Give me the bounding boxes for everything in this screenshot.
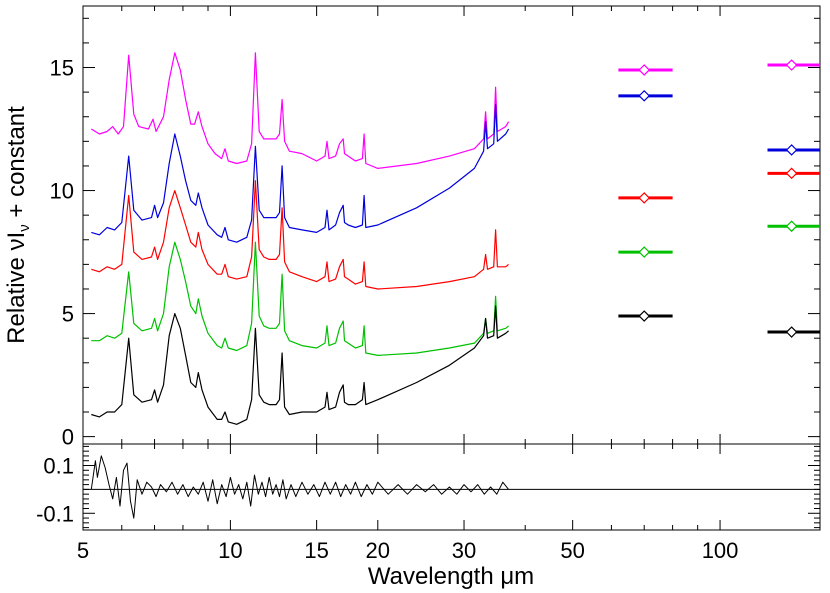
photometry-diamond (785, 167, 798, 180)
y-tick-label: 0 (62, 425, 74, 450)
photometry-point-7 (767, 144, 820, 156)
x-tick-label: 50 (560, 538, 584, 563)
x-tick-label: 30 (452, 538, 476, 563)
x-tick-label: 100 (702, 538, 739, 563)
spectrum-series-4 (91, 241, 509, 356)
photometry-diamond (785, 326, 798, 338)
x-tick-label: 10 (218, 538, 242, 563)
photometry-point-5 (618, 310, 673, 322)
main-series-group (90, 52, 510, 425)
spectrum-series-3 (91, 180, 509, 290)
x-axis-title: Wavelength μm (368, 563, 534, 590)
photometry-diamond (638, 89, 651, 102)
y-axis-title-tail: + constant (3, 106, 30, 224)
main-axis-ticks (82, 6, 820, 444)
main-y-tick-labels: 0 5 10 15 (50, 56, 74, 450)
x-tick-label: 15 (304, 538, 328, 563)
y-tick-label: 10 (50, 179, 74, 204)
x-tick-label: 20 (366, 538, 390, 563)
y-axis-title-main: Relative νI (3, 232, 30, 344)
res-y-tick-label: 0.1 (43, 454, 74, 479)
photometry-point-3 (618, 192, 673, 204)
photometry-diamond (785, 59, 798, 71)
residual-series-1 (90, 455, 509, 519)
residual-y-tick-labels: 0.1 -0.1 (36, 454, 74, 527)
residual-series-group (90, 455, 509, 519)
spectrum-series-1 (90, 52, 510, 169)
x-tick-label: 5 (77, 538, 89, 563)
photometry-group (618, 59, 820, 338)
photometry-point-2 (618, 89, 673, 102)
res-y-tick-label: -0.1 (36, 501, 74, 526)
photometry-point-9 (767, 220, 820, 233)
residual-plot-frame (82, 443, 821, 531)
main-plot-frame (82, 5, 821, 445)
photometry-diamond (785, 220, 798, 233)
x-tick-labels: 5 10 15 20 30 50 100 (77, 538, 739, 563)
main-panel: 0 5 10 15 (50, 5, 821, 450)
photometry-diamond (638, 64, 651, 76)
residual-panel: 0.1 -0.1 (36, 443, 821, 531)
photometry-point-6 (767, 59, 820, 71)
spectrum-series-5 (91, 305, 509, 425)
spectrum-series-2 (91, 103, 510, 243)
y-tick-label: 15 (50, 56, 74, 81)
residual-axis-ticks (82, 444, 820, 530)
photometry-point-8 (767, 167, 820, 180)
photometry-diamond (638, 192, 651, 204)
photometry-point-4 (618, 246, 673, 258)
photometry-point-10 (767, 326, 820, 338)
photometry-diamond (638, 246, 651, 258)
y-tick-label: 5 (62, 302, 74, 327)
y-axis-title-subscript: ν (16, 224, 33, 232)
photometry-diamond (785, 144, 798, 156)
photometry-diamond (638, 310, 651, 322)
photometry-point-1 (618, 64, 673, 76)
y-axis-title: Relative νIν + constant (3, 106, 33, 344)
